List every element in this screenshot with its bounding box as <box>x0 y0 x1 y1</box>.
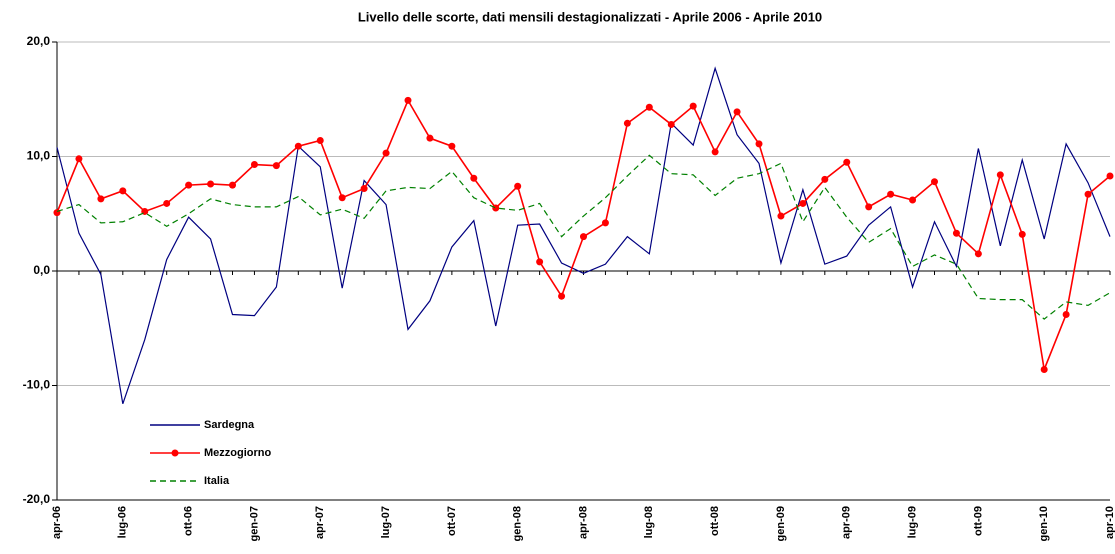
marker <box>909 196 917 204</box>
marker <box>1062 311 1070 319</box>
marker <box>733 108 741 116</box>
y-tick-label: 10,0 <box>27 149 51 163</box>
marker <box>360 185 368 193</box>
marker <box>492 204 500 212</box>
marker <box>294 142 302 150</box>
x-tick-label: ott-07 <box>446 506 458 536</box>
marker <box>338 194 346 202</box>
y-tick-label: 0,0 <box>33 263 50 277</box>
x-tick-label: gen-10 <box>1038 506 1050 541</box>
x-tick-label: gen-09 <box>775 506 787 541</box>
x-tick-label: gen-07 <box>248 506 260 541</box>
x-tick-label: apr-09 <box>841 506 853 539</box>
x-tick-label: gen-08 <box>512 506 524 541</box>
marker <box>843 158 851 166</box>
marker <box>623 119 631 127</box>
x-tick-label: ott-06 <box>183 506 195 536</box>
marker <box>558 292 566 300</box>
marker <box>931 178 938 186</box>
x-tick-label: lug-08 <box>643 506 655 538</box>
marker <box>1106 172 1114 180</box>
marker <box>601 219 609 227</box>
marker <box>887 190 895 198</box>
marker <box>711 148 719 156</box>
x-tick-label: apr-06 <box>51 506 63 539</box>
marker <box>1084 190 1092 198</box>
marker <box>821 175 829 183</box>
marker <box>272 162 280 170</box>
marker <box>799 199 807 207</box>
y-tick-label: -10,0 <box>23 378 51 392</box>
legend-label: Mezzogiorno <box>204 447 271 459</box>
marker <box>404 96 412 104</box>
x-tick-label: lug-07 <box>380 506 392 538</box>
x-tick-label: lug-09 <box>906 506 918 538</box>
y-tick-label: 20,0 <box>27 34 51 48</box>
x-tick-label: apr-10 <box>1104 506 1115 539</box>
marker <box>470 174 478 182</box>
marker <box>229 181 236 189</box>
marker <box>974 250 982 258</box>
legend-label: Italia <box>204 475 230 487</box>
x-tick-label: apr-07 <box>314 506 326 539</box>
x-tick-label: apr-08 <box>577 506 589 539</box>
marker <box>426 134 434 142</box>
marker <box>250 161 258 169</box>
legend-marker <box>171 449 179 457</box>
x-tick-label: ott-09 <box>972 506 984 536</box>
y-tick-label: -20,0 <box>23 492 51 506</box>
marker <box>119 187 127 195</box>
series-line <box>56 66 1111 405</box>
marker <box>667 120 675 128</box>
marker <box>514 182 522 190</box>
marker <box>580 233 587 241</box>
marker <box>777 212 785 220</box>
marker <box>536 258 544 266</box>
series-line <box>56 154 1111 320</box>
marker <box>645 103 653 111</box>
x-tick-label: ott-08 <box>709 506 721 536</box>
marker <box>996 171 1004 179</box>
marker <box>163 199 171 207</box>
marker <box>382 149 390 157</box>
marker <box>689 102 697 110</box>
marker <box>865 203 873 211</box>
x-tick-label: lug-06 <box>117 506 129 538</box>
marker <box>1018 230 1026 238</box>
marker <box>448 142 456 150</box>
marker <box>75 155 83 163</box>
marker <box>952 229 960 237</box>
marker <box>316 136 324 144</box>
marker <box>1040 365 1048 373</box>
legend-label: Sardegna <box>204 419 255 431</box>
chart-title: Livello delle scorte, dati mensili desta… <box>358 9 822 24</box>
marker <box>97 195 105 203</box>
marker <box>207 180 215 188</box>
marker <box>185 181 193 189</box>
marker <box>755 140 763 148</box>
